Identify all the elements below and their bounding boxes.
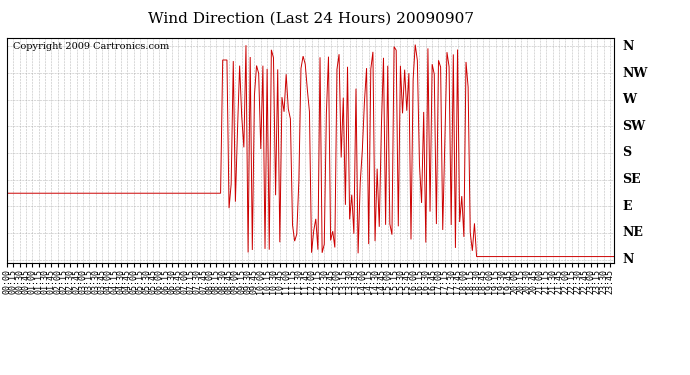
Text: N: N xyxy=(622,253,634,266)
Text: SE: SE xyxy=(622,173,641,186)
Text: W: W xyxy=(622,93,636,106)
Text: SW: SW xyxy=(622,120,646,133)
Text: E: E xyxy=(622,200,632,213)
Text: S: S xyxy=(622,147,631,159)
Text: N: N xyxy=(622,40,634,53)
Text: NE: NE xyxy=(622,226,643,239)
Text: NW: NW xyxy=(622,66,648,80)
Text: Copyright 2009 Cartronics.com: Copyright 2009 Cartronics.com xyxy=(13,42,169,51)
Text: Wind Direction (Last 24 Hours) 20090907: Wind Direction (Last 24 Hours) 20090907 xyxy=(148,11,473,25)
